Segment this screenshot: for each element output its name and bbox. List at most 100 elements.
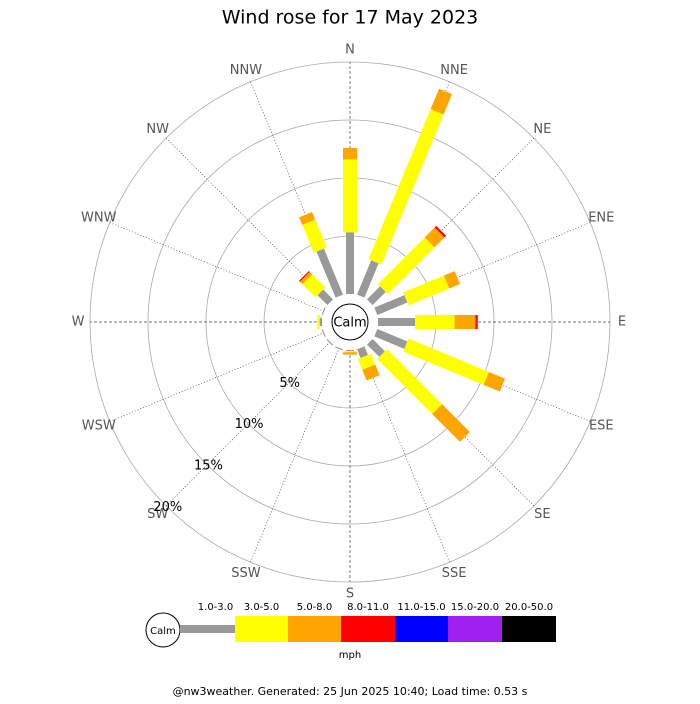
direction-label: NE	[533, 122, 551, 137]
bar-segment	[320, 326, 326, 340]
bar-segment	[332, 346, 346, 352]
bar-segment	[302, 219, 327, 253]
direction-label: S	[346, 587, 354, 602]
bar-segment	[343, 352, 357, 355]
legend-label: 1.0-3.0	[198, 602, 233, 613]
bar-segment	[321, 329, 326, 337]
bar-segment	[316, 248, 343, 298]
bar-segment	[320, 326, 326, 340]
bar-segment	[343, 147, 357, 160]
bar-segment	[332, 346, 346, 352]
bar-segment	[320, 326, 326, 340]
bar-segment	[320, 304, 326, 318]
bar-segment	[415, 315, 455, 329]
legend-swatch	[448, 616, 502, 642]
ring-label: 20%	[153, 500, 182, 515]
bar-segment	[424, 227, 445, 248]
bar-segment	[321, 307, 326, 315]
legend-label: 11.0-15.0	[397, 602, 445, 613]
bar-segment	[443, 271, 460, 289]
direction-label: W	[72, 315, 85, 330]
legend-swatch	[235, 616, 288, 642]
bar-segment	[320, 326, 326, 340]
bar-segment	[332, 346, 346, 352]
direction-label: ESE	[589, 419, 614, 434]
direction-label: WNW	[81, 210, 117, 225]
legend-label: 8.0-11.0	[347, 602, 389, 613]
bar-segment	[378, 318, 416, 326]
direction-label: ENE	[588, 210, 614, 225]
bar-segment	[346, 232, 354, 294]
legend-label: 20.0-50.0	[505, 602, 553, 613]
bar-segment	[377, 349, 443, 415]
direction-label: NW	[146, 122, 169, 137]
bar-segment	[357, 260, 379, 298]
bar-segment	[319, 318, 322, 326]
legend-swatch	[180, 625, 235, 633]
ring-label: 10%	[235, 417, 264, 432]
bar-segment	[483, 371, 506, 392]
calm-label: Calm	[333, 316, 366, 331]
direction-label: SE	[534, 507, 550, 522]
legend-swatch	[341, 616, 395, 642]
bar-segment	[320, 304, 326, 318]
bar-segment	[432, 404, 470, 442]
bar-segment	[357, 353, 376, 370]
bar-segment	[454, 315, 476, 329]
direction-label: SSW	[231, 566, 261, 581]
bar-segment	[434, 225, 447, 238]
bar-segment	[320, 326, 326, 340]
bar-segment	[332, 346, 346, 352]
bar-segment	[332, 346, 346, 352]
bar-segment	[357, 346, 368, 358]
bar-segment	[403, 275, 450, 306]
direction-label: SSE	[442, 566, 467, 581]
direction-label: WSW	[82, 419, 116, 434]
bar-segment	[343, 351, 357, 353]
bar-segment	[317, 315, 320, 329]
grid-ring	[147, 119, 553, 525]
direction-label: NNE	[440, 63, 468, 78]
bar-segment	[346, 350, 354, 352]
ring-label: 5%	[279, 376, 300, 391]
bar-segment	[362, 364, 380, 381]
legend-label: 15.0-20.0	[451, 602, 499, 613]
bar-segment	[343, 159, 357, 233]
bar-segment	[366, 286, 386, 306]
direction-label: SW	[147, 507, 168, 522]
legend-swatch	[395, 616, 448, 642]
calm-circle	[331, 303, 369, 341]
bar-segment	[430, 88, 452, 115]
bar-segment	[320, 304, 326, 318]
direction-label: NNW	[230, 63, 262, 78]
bar-segment	[335, 346, 343, 351]
bar-segment	[299, 271, 313, 285]
legend-calm-label: Calm	[150, 626, 176, 637]
bar-segment	[475, 315, 478, 329]
legend-label: 5.0-8.0	[297, 602, 332, 613]
bar-segment	[299, 271, 310, 282]
footer: @nw3weather. Generated: 25 Jun 2025 10:4…	[173, 685, 528, 698]
bar-segment	[374, 295, 408, 315]
bar-segment	[320, 304, 326, 318]
ring-label: 15%	[194, 459, 223, 474]
chart-title: Wind rose for 17 May 2023	[222, 7, 479, 29]
bar-segment	[317, 289, 334, 306]
bar-segment	[320, 304, 326, 318]
bar-segment	[320, 304, 326, 318]
bar-segment	[366, 338, 385, 357]
legend-swatch	[502, 616, 556, 642]
bar-segment	[326, 338, 334, 346]
direction-label: N	[345, 43, 355, 58]
bar-segment	[374, 329, 408, 349]
direction-label: E	[618, 315, 626, 330]
legend-unit: mph	[339, 650, 361, 661]
bar-segment	[332, 346, 346, 352]
bar-segment	[299, 212, 316, 225]
bar-segment	[302, 274, 326, 298]
bar-segment	[320, 326, 326, 340]
bar-segment	[368, 109, 444, 265]
legend-swatch	[288, 616, 341, 642]
legend-label: 3.0-5.0	[244, 602, 279, 613]
